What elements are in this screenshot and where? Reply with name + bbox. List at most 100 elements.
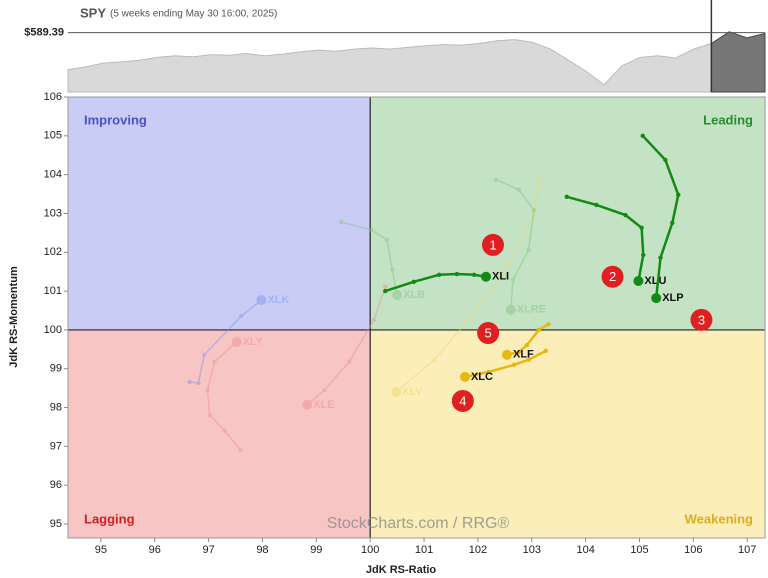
spy-subtitle: (5 weeks ending May 30 16:00, 2025) [110,9,277,20]
tail-head [633,276,644,287]
tail-point [411,279,417,284]
y-tick-label: 99 [50,363,62,375]
annotation-label: 5 [485,325,492,340]
tail-point [516,187,522,192]
tail-label: XLE [313,399,334,411]
tail-point [670,220,675,225]
tail-head [391,387,402,398]
tail-point [506,262,511,267]
annotation-marker [601,265,624,288]
annotation-label: 1 [489,237,496,252]
tail-point [384,237,390,243]
tail-point [212,359,217,364]
y-axis-title: JdK RS-Momentum [8,266,20,368]
tail-line [189,299,262,384]
tail-line [566,195,645,282]
tail-head [231,336,242,347]
tail-point [676,192,681,198]
tail-point [196,380,201,386]
y-tick-label: 106 [44,91,62,103]
annotation-label: 2 [609,269,616,284]
x-tick-label: 103 [523,544,541,556]
x-tick-label: 107 [738,544,756,556]
tail-head [302,399,313,410]
spy-title: SPY [80,5,106,20]
x-tick-label: 99 [310,544,322,556]
tail: XLRE [493,177,546,316]
tail-point [239,313,244,319]
tail-point [432,357,437,363]
tail-point [526,247,531,253]
x-tick-label: 106 [684,544,702,556]
tail-line [306,286,386,406]
tail-line [395,179,540,393]
tail-point [338,219,344,225]
tail-point [466,317,471,323]
tail: XLF [501,321,551,361]
tail-point [371,317,377,323]
tail-point [187,379,192,385]
tail-point [369,227,374,232]
tail-point [564,194,569,199]
tail-point [383,288,388,294]
annotation-marker [451,389,474,412]
tail-head [392,289,403,300]
spy-recent-area [710,31,766,93]
tail: XLC [459,348,548,383]
tail-point [222,428,227,434]
tail-point [623,212,628,218]
quadrant-label: Lagging [84,511,135,526]
y-tick-label: 95 [50,518,62,530]
x-tick-label: 95 [95,544,107,556]
annotation-marker [477,322,500,345]
tail: XLU [564,194,666,287]
tail: XLB [338,219,425,301]
x-tick-label: 101 [415,544,433,556]
tail-label: XLI [492,271,509,283]
tail-point [536,177,541,182]
tail-point [524,342,530,348]
tail-point [531,207,537,213]
x-tick-label: 97 [202,544,214,556]
y-tick-label: 104 [44,169,62,181]
tail-label: XLB [403,289,425,301]
quadrant-label: Leading [703,112,753,127]
tail-head [256,295,267,306]
tail-point [639,225,644,231]
tail-point [536,327,541,333]
annotation-label: 3 [698,312,705,327]
tail-point [658,255,663,260]
annotation-label: 4 [459,393,466,408]
quadrant [68,329,371,538]
x-tick-label: 105 [630,544,648,556]
y-tick-label: 96 [50,479,62,491]
tail: XLE [302,284,388,411]
tail-line [495,179,535,310]
spy-area [67,31,766,93]
plot-border [67,96,766,539]
tail: XLI [383,271,509,294]
tail-label: XLU [644,275,666,287]
y-tick-label: 98 [50,401,62,413]
x-tick-label: 104 [576,544,594,556]
tail: XLP [640,133,684,304]
tail-point [493,177,498,182]
y-tick-label: 100 [44,324,62,336]
tail-point [663,157,668,163]
y-tick-label: 102 [44,246,62,258]
tail-label: XLRE [517,304,546,316]
tail-point [511,362,517,368]
tail-point [526,357,531,363]
spy-reference-label: $589.39 [24,27,64,39]
tail-point [390,267,395,272]
y-tick-label: 105 [44,130,62,142]
tail-point [436,272,442,277]
annotation-marker [481,233,504,256]
tail-head [480,271,491,282]
tail: XLV [391,177,541,398]
tail-point [594,202,599,208]
x-tick-label: 100 [361,544,379,556]
x-axis-title: JdK RS-Ratio [366,564,437,576]
x-tick-label: 98 [256,544,268,556]
